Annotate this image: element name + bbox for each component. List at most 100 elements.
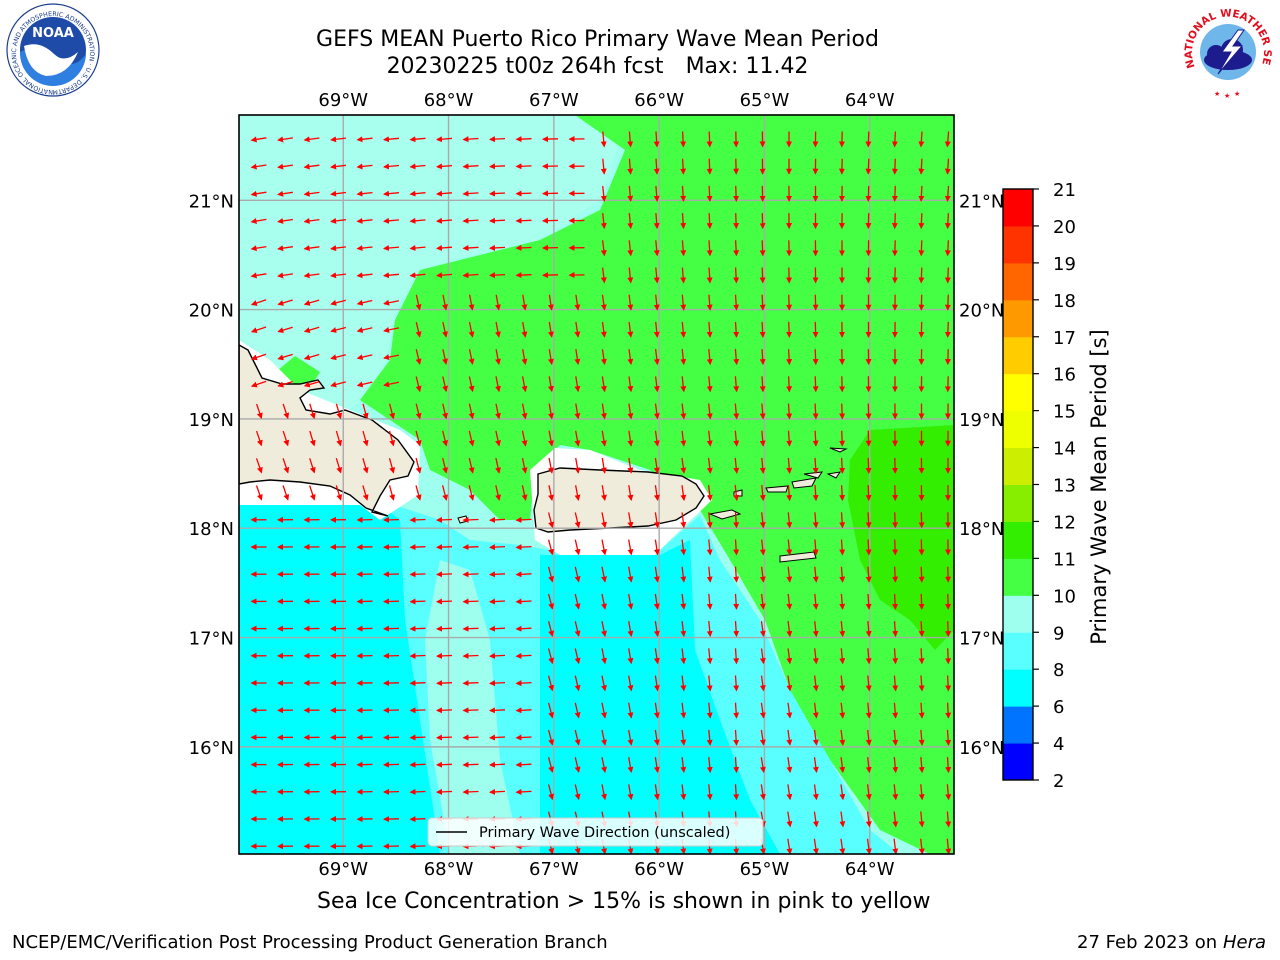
footer-date-text: 27 Feb 2023 on [1077,932,1218,953]
svg-text:★: ★ [1214,90,1220,98]
wave-direction-arrow [865,621,872,638]
wave-direction-arrow [303,326,320,333]
wave-direction-arrow [891,158,898,175]
wave-direction-arrow [250,326,267,334]
graticule [239,115,954,854]
wave-direction-arrow [436,680,453,687]
wave-direction-arrow [303,136,320,143]
wave-direction-arrow [733,321,740,338]
lon-label-top: 65°W [740,90,790,111]
colorbar-segment [1003,410,1033,449]
wave-direction-arrow [812,403,819,420]
wave-direction-arrow [601,702,607,719]
colorbar-tick-label: 14 [1053,439,1076,460]
wave-direction-arrow [918,131,925,148]
wave-direction-arrow [547,512,555,529]
wave-direction-arrow [547,403,554,420]
virgin-island-4 [791,477,817,489]
wave-direction-arrow [462,680,479,687]
wave-direction-arrow [282,458,290,474]
wave-direction-arrow [547,784,555,801]
wave-direction-arrow [489,272,506,279]
wave-direction-arrow [309,458,316,474]
wave-direction-arrow [521,376,528,393]
wave-direction-arrow [462,761,479,768]
wave-direction-arrow [865,648,872,665]
colorbar-segment [1003,558,1033,596]
wave-direction-arrow [627,512,634,529]
wave-direction-arrow [627,566,634,583]
wave-direction-arrow [282,485,290,501]
wave-direction-arrow [600,485,607,501]
wave-direction-arrow [409,272,426,279]
wave-direction-arrow [515,544,532,551]
wave-direction-arrow [865,784,872,801]
wave-direction-arrow [436,516,453,523]
wave-direction-arrow [600,403,607,420]
wave-direction-arrow [462,544,479,551]
wave-direction-arrow [495,485,501,501]
wave-direction-arrow [706,702,713,719]
lat-labels-right: 21°N 20°N 19°N 18°N 17°N 16°N [959,191,1004,759]
wave-direction-arrow [255,485,263,501]
wave-direction-arrow [415,430,422,447]
wave-direction-arrow [653,376,660,393]
wave-direction-arrow [303,217,320,224]
wave-direction-arrow [839,729,846,746]
wave-direction-arrow [495,457,501,474]
wave-direction-arrow [521,457,528,474]
wave-direction-arrow [627,403,634,420]
wave-direction-arrow [521,321,528,338]
wave-direction-arrow [786,512,793,529]
wave-direction-arrow [462,516,479,523]
wave-direction-arrow [356,354,373,361]
chart-title: GEFS MEAN Puerto Rico Primary Wave Mean … [316,27,879,52]
wave-direction-arrow [759,621,766,637]
wave-direction-arrow [277,217,293,224]
wave-direction-arrow [383,354,400,361]
lat-label-left: 20°N [189,301,234,322]
wave-direction-arrow [303,163,320,170]
wave-direction-arrow [680,349,687,366]
wave-direction-arrow [489,598,506,605]
wave-direction-arrow [415,294,422,311]
wave-direction-arrow [944,213,951,230]
colorbar-segment [1003,669,1033,707]
wave-direction-arrow [547,675,555,692]
wave-direction-arrow [918,838,925,854]
wave-direction-arrow [436,163,453,170]
wave-direction-arrow [733,213,740,230]
wave-direction-arrow [309,430,316,447]
wave-direction-arrow [601,512,607,529]
wave-direction-arrow [839,512,846,529]
wave-direction-arrow [839,539,846,556]
wave-direction-arrow [335,485,343,501]
wave-direction-arrow [759,702,766,719]
wave-direction-arrow [786,729,793,746]
wave-direction-arrow [627,376,634,393]
wave-direction-arrow [409,217,426,224]
wave-direction-arrow [706,158,713,175]
wave-direction-arrow [759,593,766,610]
wave-direction-arrow [515,163,532,170]
lat-label-left: 19°N [189,410,234,431]
wave-direction-arrow [653,457,660,474]
wave-direction-arrow [839,784,846,801]
lon-labels-bottom: 69°W 68°W 67°W 66°W 65°W 64°W [318,859,894,880]
wave-direction-arrow [495,321,501,338]
colorbar-tick-label: 15 [1053,402,1076,423]
wave-direction-arrow [330,245,346,252]
wave-direction-arrow [309,403,316,420]
st-croix-island [779,551,817,563]
wave-direction-arrow [601,729,607,746]
wave-direction-arrow [653,349,660,366]
wave-direction-arrow [706,757,713,774]
wave-direction-arrow [627,158,634,175]
wave-direction-arrow [733,403,740,420]
wave-direction-arrow [442,349,448,365]
wave-direction-arrow [918,729,925,746]
lon-label-bottom: 67°W [529,859,579,880]
wave-direction-arrow [409,843,426,850]
wave-direction-arrow [945,729,952,746]
wave-direction-arrow [733,267,740,284]
